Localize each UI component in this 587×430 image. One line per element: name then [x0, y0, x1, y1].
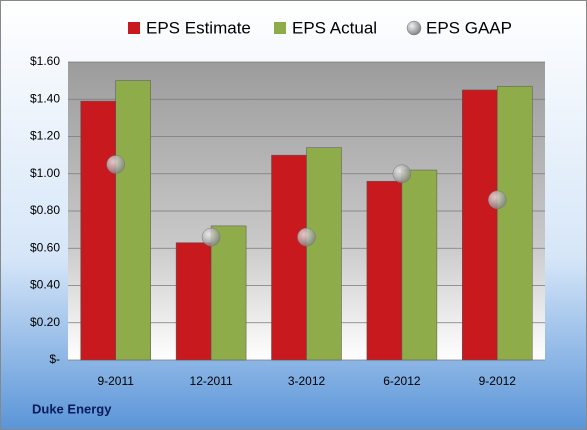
bar: [80, 100, 116, 361]
y-tick-label: $1.00: [30, 166, 60, 180]
x-tick-label: 6-2012: [383, 374, 421, 388]
legend-marker: [406, 20, 422, 36]
bar: [497, 85, 533, 361]
y-tick-label: $0.20: [30, 315, 60, 329]
y-tick-label: $0.60: [30, 240, 60, 254]
x-tick-label: 3-2012: [288, 374, 326, 388]
y-tick-label: $1.60: [30, 54, 60, 68]
y-tick-label: $0.40: [30, 278, 60, 292]
point: [201, 227, 221, 247]
x-tick-label: 9-2011: [97, 374, 134, 388]
x-tick-label: 9-2012: [479, 374, 517, 388]
point: [106, 155, 125, 174]
x-tick-label: 12-2011: [190, 374, 233, 388]
bar: [271, 154, 307, 361]
legend-marker: [274, 22, 286, 34]
legend-label: EPS GAAP: [426, 18, 512, 37]
legend-marker: [128, 22, 140, 34]
y-tick-label: $1.40: [30, 91, 60, 105]
bar: [401, 169, 438, 361]
bar: [175, 242, 212, 361]
bar: [462, 89, 498, 361]
y-tick-label: $0.80: [30, 203, 60, 217]
legend-label: EPS Actual: [292, 18, 377, 37]
footer: Duke Energy: [32, 401, 112, 416]
legend-label: EPS Estimate: [146, 18, 251, 37]
point: [488, 190, 507, 210]
y-tick-label: $-: [49, 352, 60, 366]
point: [392, 164, 412, 183]
bar: [210, 225, 247, 361]
bar: [306, 147, 342, 361]
y-tick-label: $1.20: [30, 129, 60, 143]
bar: [115, 80, 151, 361]
bar: [366, 180, 403, 361]
point: [297, 227, 316, 247]
